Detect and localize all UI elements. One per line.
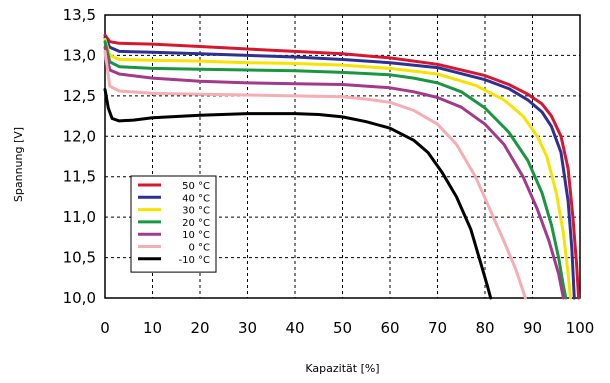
y-tick-label: 13,0 bbox=[63, 46, 96, 64]
x-tick-labels: 0 10 20 30 40 50 60 70 80 90 100 bbox=[100, 319, 594, 337]
x-tick-label: 50 bbox=[333, 319, 352, 337]
legend-label: 30 °C bbox=[182, 206, 210, 217]
legend-label: 50 °C bbox=[182, 181, 210, 192]
y-tick-label: 10,0 bbox=[63, 289, 96, 307]
y-tick-label: 12,5 bbox=[63, 87, 96, 105]
legend: 50 °C40 °C 30 °C20 °C10 °C 0 °C-10 °C bbox=[130, 175, 217, 273]
series-line bbox=[103, 33, 581, 300]
x-tick-label: 70 bbox=[428, 319, 447, 337]
series-line bbox=[103, 49, 527, 300]
legend-label: 0 °C bbox=[188, 243, 210, 254]
x-tick-label: 80 bbox=[475, 319, 494, 337]
x-tick-label: 0 bbox=[100, 319, 110, 337]
legend-box bbox=[130, 175, 217, 273]
series-lines bbox=[103, 33, 581, 300]
legend-label: -10 °C bbox=[179, 255, 211, 266]
x-tick-label: 100 bbox=[566, 319, 595, 337]
x-axis-label: Kapazität [%] bbox=[305, 362, 379, 375]
x-tick-label: 90 bbox=[523, 319, 542, 337]
y-tick-label: 13,5 bbox=[63, 6, 96, 24]
y-tick-label: 12,0 bbox=[63, 127, 96, 145]
y-tick-labels: 10,0 10,5 11,0 11,5 12,0 12,5 13,0 13,5 bbox=[63, 6, 96, 307]
series-line bbox=[103, 40, 568, 300]
y-tick-label: 11,0 bbox=[63, 208, 96, 226]
legend-label: 20 °C bbox=[182, 218, 210, 229]
y-axis-label: Spannung [V] bbox=[12, 127, 25, 202]
x-tick-label: 40 bbox=[285, 319, 304, 337]
series-line bbox=[103, 45, 565, 300]
plot-frame bbox=[104, 14, 581, 299]
legend-label: 10 °C bbox=[182, 230, 210, 241]
x-tick-label: 20 bbox=[190, 319, 209, 337]
series-line bbox=[103, 37, 572, 300]
x-tick-label: 60 bbox=[380, 319, 399, 337]
series-line bbox=[103, 36, 576, 300]
series-line bbox=[103, 87, 493, 300]
y-tick-label: 11,5 bbox=[63, 168, 96, 186]
legend-label: 40 °C bbox=[182, 193, 210, 204]
y-tick-label: 10,5 bbox=[63, 249, 96, 267]
x-tick-label: 10 bbox=[143, 319, 162, 337]
x-tick-label: 30 bbox=[238, 319, 257, 337]
